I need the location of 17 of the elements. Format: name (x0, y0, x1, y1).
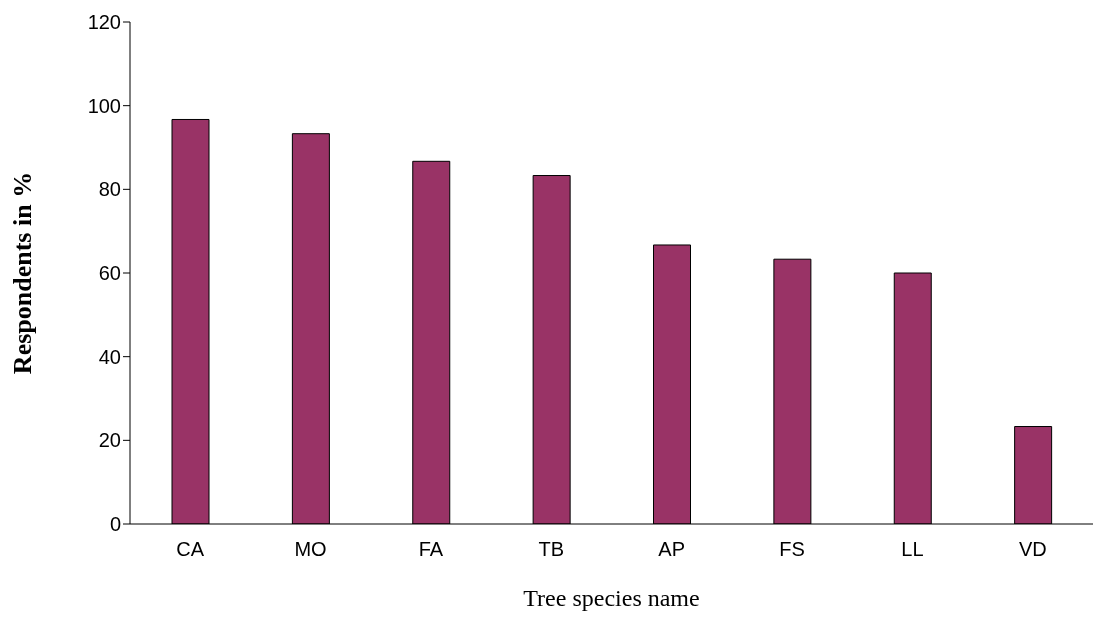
y-tick-label: 60 (98, 262, 121, 285)
x-tick-label: CA (176, 538, 205, 561)
x-tick-label: FS (779, 538, 805, 561)
y-tick-label: 80 (98, 178, 121, 201)
y-tick-label: 120 (87, 11, 121, 34)
x-tick-label: VD (1018, 538, 1047, 561)
x-tick-label: TB (538, 538, 565, 561)
x-tick-label: MO (294, 538, 327, 561)
y-axis-title: Respondents in % (8, 171, 38, 375)
x-tick-label: AP (658, 538, 686, 561)
x-axis-title: Tree species name (523, 585, 700, 611)
x-tick-label: FA (418, 538, 444, 561)
x-tick-label: LL (901, 538, 924, 561)
y-tick-label: 40 (98, 345, 121, 368)
y-tick-label: 20 (98, 429, 121, 452)
y-tick-label: 100 (87, 94, 121, 117)
y-tick-label: 0 (109, 513, 121, 536)
